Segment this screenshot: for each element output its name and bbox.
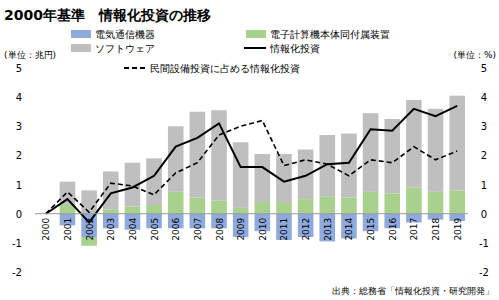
title: 2000年基準 情報化投資の推移 — [4, 7, 211, 23]
bar — [255, 202, 271, 214]
bar — [428, 192, 444, 214]
legend-label: 電気通信機器 — [95, 29, 155, 40]
bar — [103, 171, 119, 209]
x-tick-label: 2012 — [301, 218, 311, 241]
x-tick-label: 2005 — [150, 218, 160, 241]
line — [46, 120, 457, 213]
x-tick-label: 2011 — [279, 218, 289, 241]
y2-tick-label: 1 — [481, 180, 487, 191]
bar — [146, 205, 162, 214]
source: 出典：総務省「情報化投資・研究開発」 — [332, 286, 494, 296]
bar — [146, 158, 162, 205]
y-label: (単位：兆円) — [4, 50, 56, 60]
y-tick-label: 3 — [16, 121, 22, 132]
legend-swatch — [244, 47, 266, 49]
bar — [384, 193, 400, 213]
x-tick-label: 2000 — [41, 217, 51, 240]
bar — [276, 214, 292, 240]
x-tick-label: 2016 — [388, 217, 398, 240]
legend-swatch — [71, 30, 91, 38]
bar — [428, 109, 444, 192]
bar — [233, 142, 249, 208]
y-tick-label: -1 — [12, 238, 22, 249]
zero-line — [35, 213, 468, 214]
y-tick-label: 5 — [16, 63, 22, 74]
bar — [449, 190, 465, 213]
bar — [168, 192, 184, 214]
bar — [276, 202, 292, 214]
bar — [211, 201, 227, 214]
y2-tick-label: 5 — [481, 63, 487, 74]
x-tick-label: 2015 — [366, 218, 376, 241]
x-tick-label: 2017 — [409, 218, 419, 241]
bar — [406, 187, 422, 213]
x-tick-label: 2009 — [236, 217, 246, 240]
y2-label: (単位：%) — [453, 50, 496, 60]
chart: 2000年基準 情報化投資の推移 (単位：兆円) (単位：%) 出典：総務省「情報化投… — [0, 0, 499, 300]
x-tick-label: 2001 — [63, 218, 73, 241]
bar — [363, 113, 379, 192]
bar — [233, 208, 249, 214]
bar — [298, 150, 314, 200]
bar — [125, 206, 141, 213]
x-tick-label: 2008 — [215, 217, 225, 240]
y-tick-label: -2 — [12, 267, 22, 278]
x-tick-label: 2006 — [171, 217, 181, 240]
y-tick-label: 2 — [16, 150, 22, 161]
x-tick-label: 2007 — [193, 218, 203, 241]
y2-tick-label: -2 — [479, 267, 489, 278]
y-tick-label: 0 — [16, 209, 22, 220]
bar — [60, 182, 76, 205]
y2-tick-label: 0 — [481, 209, 487, 220]
y2-tick-label: 2 — [481, 150, 487, 161]
bar — [449, 96, 465, 191]
x-tick-label: 2002 — [85, 218, 95, 241]
y2-tick-label: -1 — [479, 238, 489, 249]
x-tick-label: 2013 — [323, 218, 333, 241]
x-tick-label: 2004 — [128, 217, 138, 240]
bar — [341, 134, 357, 198]
bar — [319, 135, 335, 196]
legend-swatch — [246, 30, 266, 38]
legend-label: ソフトウェア — [95, 43, 155, 54]
bar — [255, 154, 271, 202]
legend-swatch — [124, 67, 146, 69]
y-tick-label: 1 — [16, 180, 22, 191]
bar — [319, 196, 335, 213]
bar — [319, 214, 335, 242]
legend-swatch — [71, 44, 91, 52]
x-tick-label: 2019 — [453, 217, 463, 240]
legend-label: 情報化投資 — [269, 43, 320, 54]
bar — [81, 190, 97, 213]
y2-tick-label: 4 — [481, 92, 487, 103]
bar — [298, 199, 314, 214]
legend-label: 電子計算機本体同付属装置 — [270, 29, 390, 40]
y2-tick-label: 3 — [481, 121, 487, 132]
line — [46, 106, 457, 223]
bar — [168, 126, 184, 192]
bar — [190, 112, 206, 198]
bar — [341, 198, 357, 214]
bar — [103, 209, 119, 213]
bar — [363, 192, 379, 214]
x-tick-label: 2014 — [344, 217, 354, 240]
x-tick-label: 2003 — [106, 218, 116, 241]
plot — [46, 96, 465, 246]
x-tick-label: 2018 — [431, 217, 441, 240]
y-tick-label: 4 — [16, 92, 22, 103]
x-tick-label: 2010 — [258, 217, 268, 240]
legend-label: 民間設備投資に占める情報化投資 — [150, 63, 300, 74]
bar — [190, 198, 206, 214]
